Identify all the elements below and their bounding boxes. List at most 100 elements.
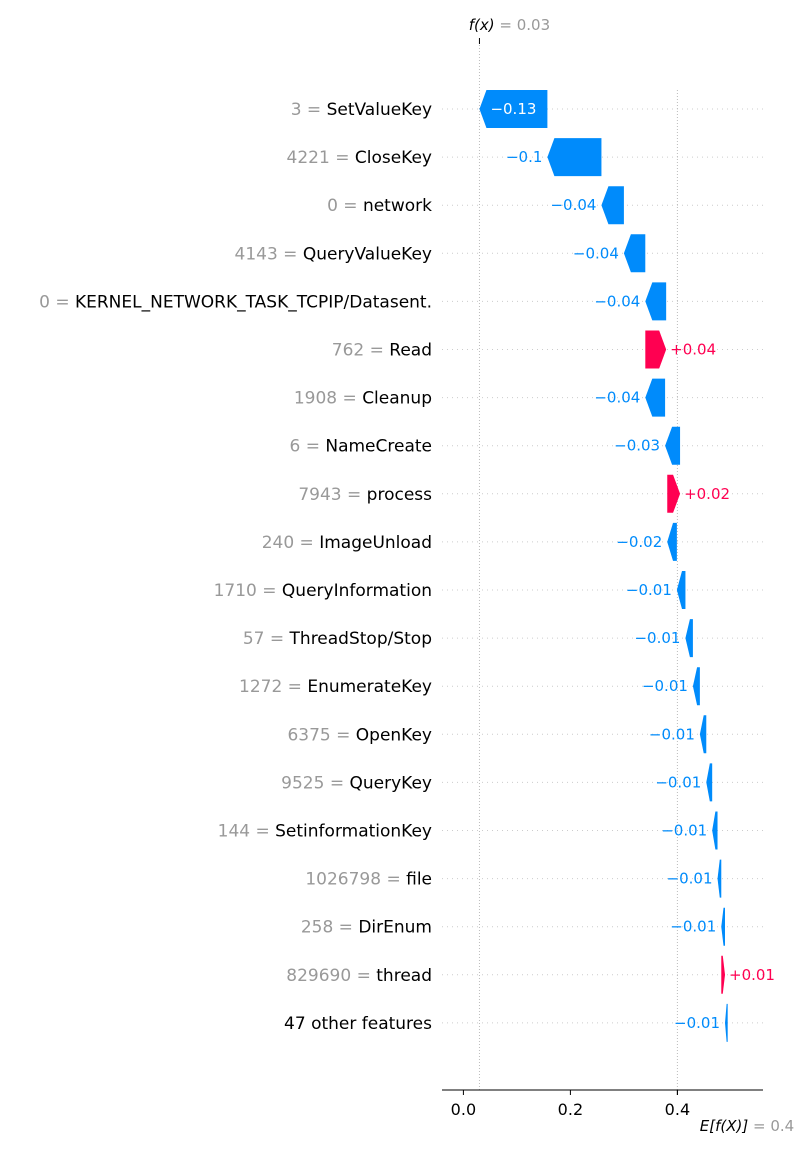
feature-equals: = [342, 485, 367, 505]
feature-value: 240 [262, 533, 294, 553]
feature-name: network [363, 196, 432, 216]
feature-name: Cleanup [362, 389, 432, 409]
bar-value-label: +0.01 [729, 966, 775, 984]
feature-equals: = [300, 437, 325, 457]
feature-equals: = [324, 773, 349, 793]
feature-equals: = [294, 533, 319, 553]
feature-name: ImageUnload [319, 533, 432, 553]
bar-negative [699, 715, 707, 754]
feature-value: 9525 [281, 773, 324, 793]
feature-label: 9525 = QueryKey [281, 773, 432, 793]
feature-equals: = [302, 100, 327, 120]
feature-equals: = [250, 822, 275, 842]
feature-label: 6 = NameCreate [289, 437, 432, 457]
feature-value: 57 [243, 629, 265, 649]
bar-negative [685, 619, 693, 658]
feature-equals: = [331, 725, 356, 745]
bar-negative [717, 859, 722, 898]
feature-value: 829690 [286, 966, 351, 986]
bar-negative [676, 571, 686, 609]
fx-label-value: = 0.03 [495, 16, 551, 34]
bar-negative [665, 426, 681, 465]
feature-value: 7943 [298, 485, 341, 505]
bar-value-label: −0.02 [616, 533, 662, 551]
feature-label: 829690 = thread [286, 966, 432, 986]
bar-value-label: −0.1 [506, 148, 542, 166]
bar-value-label: −0.01 [670, 918, 716, 936]
feature-value: 1026798 [305, 870, 381, 890]
feature-name: DirEnum [358, 918, 432, 938]
feature-label: 1710 = QueryInformation [214, 581, 432, 601]
feature-label: 258 = DirEnum [301, 918, 432, 938]
feature-name: NameCreate [325, 437, 432, 457]
x-axis-ticks: 0.0 0.2 0.4 [451, 1090, 690, 1119]
feature-equals: = [278, 244, 303, 264]
bar-negative [706, 763, 713, 802]
x-tick-label: 0.0 [451, 1100, 476, 1119]
bar-value-label: +0.02 [684, 485, 730, 503]
feature-name: SetValueKey [327, 100, 432, 120]
feature-equals: = [333, 918, 358, 938]
feature-label: 1026798 = file [305, 870, 432, 890]
feature-name: SetinformationKey [275, 822, 432, 842]
feature-name: file [406, 870, 432, 890]
bar-value-label: −0.01 [642, 677, 688, 695]
bar-negative [601, 186, 624, 225]
bar-negative [692, 667, 700, 706]
bar-negative [645, 282, 667, 321]
feature-label: 6375 = OpenKey [287, 725, 432, 745]
feature-equals: = [264, 629, 289, 649]
feature-value: 6 [289, 437, 300, 457]
feature-equals: = [364, 341, 389, 361]
feature-label: 57 = ThreadStop/Stop [243, 629, 432, 649]
feature-name: EnumerateKey [307, 677, 432, 697]
feature-equals: = [330, 148, 355, 168]
feature-name: ThreadStop/Stop [289, 629, 432, 649]
bar-negative [667, 522, 677, 561]
feature-value: 1710 [214, 581, 257, 601]
fx-label: f(x) = 0.03 [469, 16, 550, 34]
bar-positive [721, 955, 726, 994]
bar-value-label: −0.13 [490, 100, 536, 118]
bar-negative [725, 1003, 728, 1042]
x-tick-label: 0.2 [558, 1100, 583, 1119]
bar-value-label: −0.01 [634, 629, 680, 647]
bar-negative [479, 90, 548, 128]
bar-value-label: −0.01 [661, 822, 707, 840]
fx-label-name: f(x) [469, 16, 495, 34]
feature-name: Read [389, 341, 432, 361]
row-guides [442, 108, 763, 1024]
bar-value-label: −0.04 [550, 196, 596, 214]
feature-equals: = [381, 870, 406, 890]
bar-positive [667, 474, 681, 513]
feature-value: 0 [39, 292, 50, 312]
feature-name: QueryInformation [282, 581, 432, 601]
feature-name: QueryKey [350, 773, 433, 793]
feature-value: 4221 [287, 148, 330, 168]
feature-value: 1908 [294, 389, 337, 409]
feature-name: OpenKey [356, 725, 432, 745]
feature-name: QueryValueKey [303, 244, 432, 264]
bar-negative [712, 811, 718, 850]
feature-equals: = [337, 389, 362, 409]
feature-equals: = [257, 581, 282, 601]
feature-label: 47 other features [284, 1014, 432, 1034]
feature-equals: = [351, 966, 376, 986]
bar-value-label: −0.01 [667, 870, 713, 888]
feature-label: 240 = ImageUnload [262, 533, 432, 553]
bar-value-label: −0.01 [655, 773, 701, 791]
x-tick-label: 0.4 [665, 1100, 690, 1119]
feature-equals: = [338, 196, 363, 216]
bar-value-label: −0.01 [674, 1014, 720, 1032]
bar-value-label: −0.03 [614, 437, 660, 455]
feature-equals: = [50, 292, 75, 312]
feature-value: 6375 [287, 725, 330, 745]
feature-value: 0 [327, 196, 338, 216]
bar-negative [721, 907, 726, 946]
efx-label-name: E[f(X)] [700, 1117, 749, 1135]
feature-label: 0 = KERNEL_NETWORK_TASK_TCPIP/Datasent. [39, 292, 432, 312]
feature-label: 144 = SetinformationKey [218, 822, 432, 842]
feature-equals: = [282, 677, 307, 697]
feature-label: 4221 = CloseKey [287, 148, 432, 168]
